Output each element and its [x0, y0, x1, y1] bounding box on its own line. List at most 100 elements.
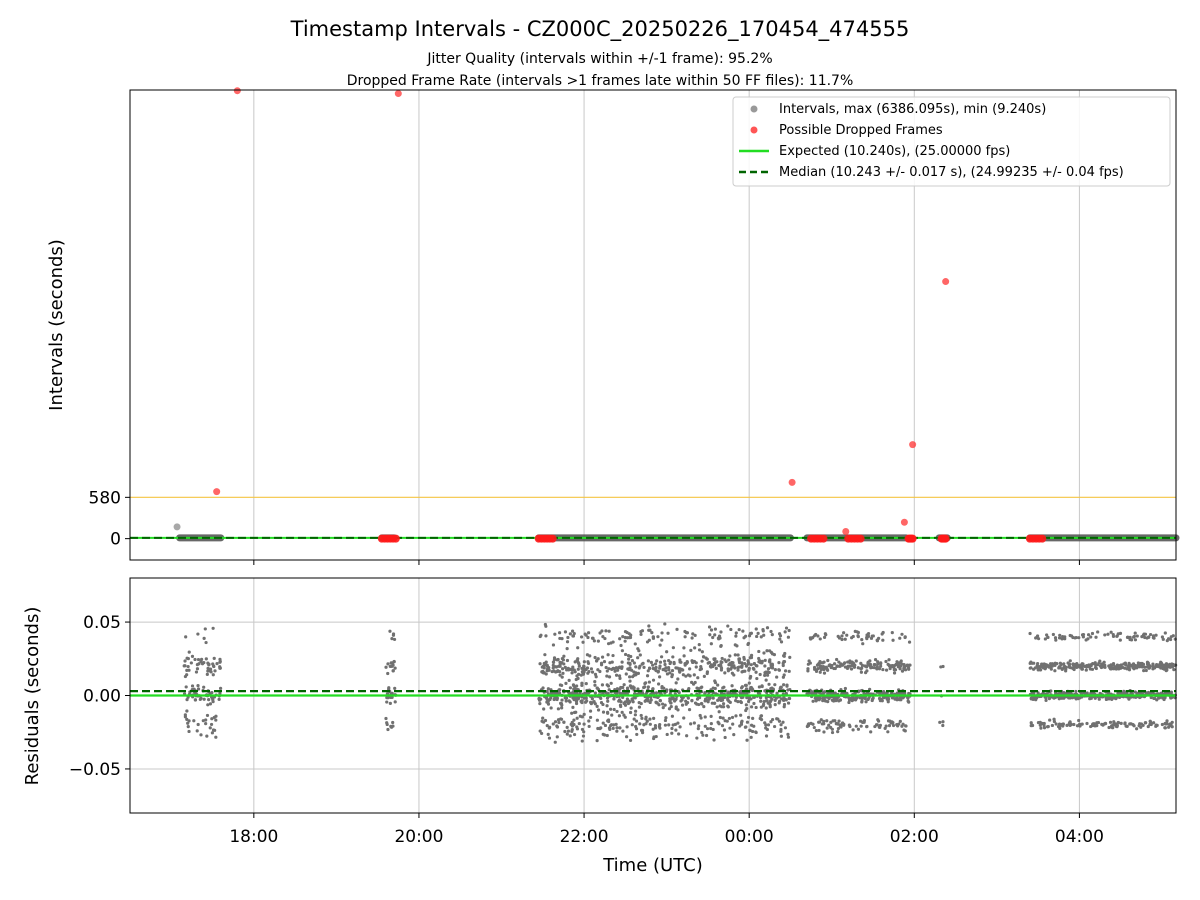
- residual-point: [1103, 722, 1108, 726]
- residual-point: [639, 701, 643, 706]
- residual-point: [644, 681, 648, 685]
- residual-point: [218, 686, 223, 690]
- residual-point: [713, 627, 718, 631]
- residual-point: [700, 730, 704, 735]
- residual-point: [615, 729, 619, 733]
- residual-point: [626, 667, 630, 671]
- residual-point: [556, 707, 561, 711]
- residual-point: [852, 697, 857, 702]
- intervals-ticks: 0 580: [89, 488, 1080, 565]
- residual-point: [693, 646, 697, 650]
- residual-point: [875, 639, 880, 643]
- residual-point: [840, 634, 844, 638]
- dropped-frame-point: [842, 528, 850, 536]
- residual-point: [876, 662, 880, 666]
- residual-point: [777, 661, 781, 665]
- residual-point: [701, 733, 705, 737]
- residual-point: [744, 664, 749, 668]
- residual-point: [689, 722, 693, 726]
- residual-point: [1087, 664, 1091, 669]
- residual-point: [196, 722, 200, 727]
- residual-point: [1135, 727, 1139, 731]
- residual-point: [866, 663, 870, 667]
- residual-point: [762, 699, 766, 704]
- residual-point: [854, 724, 858, 728]
- residual-point: [1044, 663, 1048, 667]
- interval-point: [173, 523, 181, 531]
- residual-point: [779, 727, 783, 732]
- residual-point: [786, 701, 791, 705]
- residual-point: [769, 720, 773, 724]
- residual-point: [881, 638, 885, 642]
- residual-point: [708, 633, 712, 637]
- residual-point: [851, 728, 855, 732]
- residual-point: [850, 663, 854, 668]
- residual-point: [1061, 722, 1065, 726]
- residual-point: [727, 716, 732, 721]
- residual-point: [634, 673, 638, 677]
- residual-point: [1077, 718, 1081, 723]
- residual-point: [1132, 635, 1136, 639]
- residual-point: [737, 660, 742, 665]
- residual-point: [1129, 638, 1134, 642]
- dropped-frame-point: [233, 87, 241, 95]
- residual-point: [709, 726, 713, 731]
- residual-point: [606, 718, 611, 722]
- residual-point: [551, 643, 556, 647]
- dropped-frame-point: [909, 441, 917, 449]
- residual-point: [770, 717, 775, 722]
- residual-point: [568, 686, 572, 690]
- residual-point: [386, 696, 390, 700]
- residual-point: [895, 723, 899, 727]
- residual-point: [786, 635, 790, 639]
- residuals-y-axis-label: Residuals (seconds): [22, 607, 43, 786]
- residual-point: [609, 641, 613, 645]
- residual-point: [543, 653, 547, 657]
- residual-point: [711, 664, 715, 669]
- intervals-tick-label-y: 580: [89, 488, 121, 508]
- residual-point: [215, 662, 219, 666]
- residual-point: [1113, 665, 1117, 669]
- residual-point: [596, 708, 601, 712]
- residual-point: [1148, 722, 1152, 727]
- residual-point: [388, 695, 393, 700]
- residual-point: [1060, 637, 1064, 641]
- residual-point: [554, 665, 559, 669]
- residual-point: [612, 697, 616, 701]
- residual-point: [1086, 633, 1091, 637]
- residual-point: [582, 722, 586, 726]
- residual-point: [580, 670, 585, 674]
- residual-point: [704, 733, 709, 738]
- residual-point: [726, 667, 730, 671]
- residual-point: [696, 687, 701, 691]
- residual-point: [668, 671, 672, 675]
- residual-point: [707, 625, 712, 629]
- residual-point: [884, 659, 888, 664]
- residual-point: [1109, 630, 1113, 634]
- residual-point: [584, 681, 588, 686]
- residual-point: [1133, 631, 1137, 635]
- residual-point: [618, 687, 622, 691]
- residual-point: [562, 662, 566, 666]
- residual-point: [719, 644, 723, 648]
- residual-point: [770, 633, 774, 637]
- residual-point: [580, 727, 585, 732]
- residual-point: [214, 718, 218, 722]
- residual-point: [610, 667, 614, 671]
- residual-point: [777, 719, 782, 723]
- residual-point: [553, 632, 557, 636]
- residual-point: [806, 723, 810, 727]
- residual-point: [568, 700, 572, 704]
- residual-point: [1029, 721, 1033, 725]
- residual-point: [661, 668, 665, 672]
- residual-point: [881, 667, 885, 672]
- residual-point: [678, 660, 682, 664]
- residual-point: [661, 706, 665, 710]
- residual-point: [778, 637, 782, 641]
- residual-point: [1072, 722, 1076, 727]
- dropped-frame-point: [819, 534, 828, 543]
- residual-point: [775, 691, 779, 695]
- residual-point: [690, 636, 694, 640]
- residual-point: [545, 724, 549, 728]
- residual-point: [213, 728, 217, 732]
